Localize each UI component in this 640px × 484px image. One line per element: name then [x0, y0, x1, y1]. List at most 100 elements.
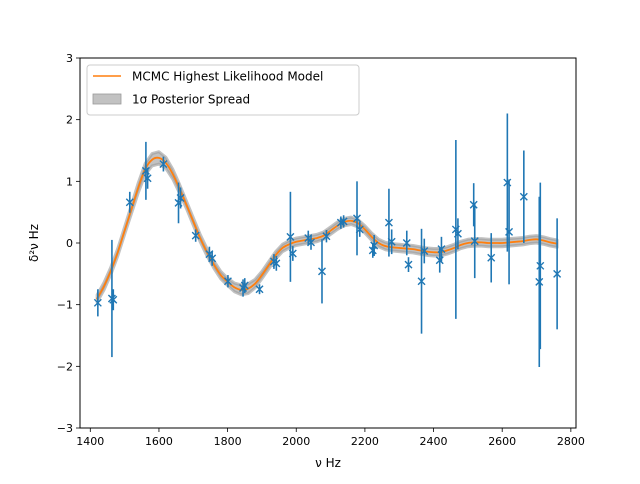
x-marker — [384, 218, 393, 227]
data-point — [208, 251, 217, 266]
legend-spread-swatch — [92, 93, 122, 105]
x-tick-label: 1600 — [145, 435, 173, 448]
x-tick-label: 1400 — [76, 435, 104, 448]
data-point — [288, 246, 297, 261]
x-marker — [240, 281, 249, 290]
data-point — [255, 284, 264, 295]
data-point — [402, 230, 411, 256]
x-marker — [355, 225, 364, 234]
data-point — [469, 183, 478, 227]
data-point — [536, 182, 545, 350]
data-point — [93, 289, 102, 317]
x-marker — [470, 237, 479, 246]
data-point — [553, 218, 562, 330]
x-axis: 1400 1600 1800 2000 2200 2400 2600 2800 — [76, 428, 585, 448]
data-point — [453, 218, 462, 250]
data-point — [505, 179, 514, 285]
x-tick-label: 2600 — [488, 435, 516, 448]
x-marker — [288, 249, 297, 258]
x-marker — [143, 174, 152, 183]
x-marker — [437, 245, 446, 254]
data-point — [272, 255, 281, 271]
x-tick-label: 2400 — [420, 435, 448, 448]
y-tick-label: −2 — [57, 360, 73, 373]
x-marker — [536, 261, 545, 270]
legend-model-label: MCMC Highest Likelihood Model — [132, 70, 323, 84]
x-marker — [417, 277, 426, 286]
legend-spread-label: 1σ Posterior Spread — [132, 93, 250, 107]
data-point — [223, 275, 232, 288]
x-marker — [223, 277, 232, 286]
y-tick-label: −1 — [57, 299, 73, 312]
data-point — [387, 229, 396, 255]
x-marker — [191, 231, 200, 240]
data-point — [286, 191, 295, 282]
x-marker — [176, 193, 185, 202]
x-axis-label: ν Hz — [315, 456, 341, 470]
x-marker — [317, 267, 326, 276]
legend: MCMC Highest Likelihood Model 1σ Posteri… — [86, 64, 360, 116]
data-point — [307, 234, 316, 250]
x-marker — [387, 237, 396, 246]
data-points-layer — [93, 113, 562, 367]
x-marker — [368, 246, 377, 255]
y-tick-label: 1 — [66, 175, 73, 188]
data-point — [519, 150, 528, 243]
data-point — [370, 234, 379, 256]
x-marker — [469, 200, 478, 209]
x-marker — [93, 298, 102, 307]
data-point — [109, 289, 118, 311]
data-point — [125, 191, 134, 213]
x-marker — [535, 277, 544, 286]
y-tick-label: −3 — [57, 422, 73, 435]
data-point — [404, 257, 413, 272]
x-marker — [402, 239, 411, 247]
data-point — [417, 228, 426, 334]
data-point — [355, 222, 364, 237]
data-point — [487, 233, 496, 283]
x-marker — [286, 232, 295, 241]
data-point — [368, 243, 377, 258]
x-tick-label: 1800 — [214, 435, 242, 448]
data-point — [322, 230, 331, 243]
x-marker — [322, 232, 331, 241]
data-point — [191, 229, 200, 242]
data-point — [240, 278, 249, 293]
x-marker — [519, 192, 528, 201]
x-marker — [353, 214, 361, 223]
data-point — [420, 238, 429, 264]
y-tick-label: 0 — [66, 237, 73, 250]
x-marker — [255, 285, 264, 294]
x-tick-label: 2000 — [282, 435, 310, 448]
x-tick-label: 2200 — [351, 435, 379, 448]
data-point — [470, 204, 479, 279]
x-marker — [420, 247, 429, 256]
data-point — [339, 215, 348, 228]
x-marker — [553, 269, 562, 278]
x-marker — [505, 227, 514, 236]
data-point — [159, 156, 168, 172]
x-marker — [307, 238, 316, 247]
x-marker — [125, 198, 134, 207]
x-marker — [370, 241, 379, 250]
data-point — [317, 239, 326, 304]
x-marker — [159, 160, 168, 169]
data-point — [353, 181, 361, 256]
y-tick-label: 3 — [66, 52, 73, 65]
data-point — [535, 196, 544, 367]
x-marker — [404, 260, 413, 269]
y-axis: −3 −2 −1 0 1 2 3 — [57, 52, 80, 435]
data-point — [143, 167, 152, 189]
y-tick-label: 2 — [66, 114, 73, 127]
x-tick-label: 2800 — [557, 435, 585, 448]
legend-box — [86, 64, 360, 116]
y-axis-label: δ²ν Hz — [27, 224, 41, 262]
x-marker — [453, 229, 462, 238]
data-point — [437, 236, 446, 262]
x-marker — [109, 295, 118, 304]
x-marker — [272, 259, 281, 268]
x-marker — [208, 254, 217, 263]
x-marker — [339, 217, 348, 226]
x-marker — [487, 253, 496, 262]
